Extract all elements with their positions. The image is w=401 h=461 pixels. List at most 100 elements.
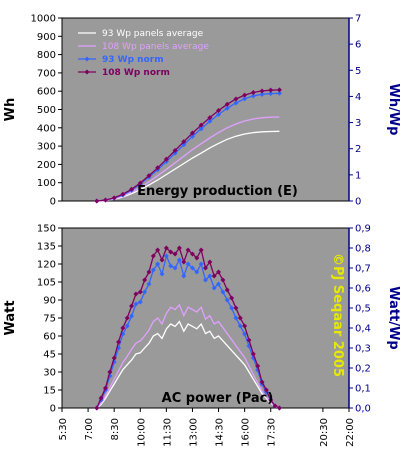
chart-2-series-3-point xyxy=(146,281,152,287)
chart-2-series-3-point xyxy=(124,323,130,329)
chart-2-series-4-point xyxy=(216,269,222,275)
chart-2-series-4-point xyxy=(233,305,239,311)
chart-1-series-4-point xyxy=(137,180,143,186)
chart-1-series-line-1 xyxy=(96,130,280,202)
chart-1-title: Energy production (E) xyxy=(137,184,298,199)
chart-2-ytick-label: 15 xyxy=(43,386,56,397)
chart-2-series-3-point xyxy=(198,261,204,267)
x-tick-label: 10:00 xyxy=(136,418,147,447)
chart-1-series-4-point xyxy=(111,195,117,201)
chart-1-series-3-point xyxy=(259,91,265,97)
chart-2-series-3-point xyxy=(155,261,161,267)
x-tick-label: 17:30 xyxy=(267,418,278,447)
credit-annotation: ©PJ Seqaar 2005 xyxy=(330,253,345,377)
chart-2-series-4-point xyxy=(120,325,126,331)
chart-2-series-4-point xyxy=(176,245,182,251)
chart-2-series-4-point xyxy=(155,247,161,253)
chart-2-series-4-point xyxy=(159,257,165,263)
chart-2-series-4-point xyxy=(268,397,274,403)
chart-1-series-4-point xyxy=(146,173,152,179)
legend-label-2: 108 Wp panels average xyxy=(102,42,209,52)
chart-2-series-3-point xyxy=(176,257,182,263)
chart-2-series-3-point xyxy=(189,265,195,271)
chart-1-series-line-2 xyxy=(96,116,280,202)
chart-2-series-4-point xyxy=(250,351,256,357)
x-tick-label: 5:30 xyxy=(58,418,69,440)
chart-2-series-4-point xyxy=(172,251,178,257)
chart-2-series-4-point xyxy=(194,255,200,261)
chart-2-series-3-point xyxy=(168,263,174,269)
chart-1-series-4-point xyxy=(163,156,169,162)
chart-2-series-4-point xyxy=(203,265,208,271)
chart-2-ytick-label: 0 xyxy=(50,404,56,415)
legend-marker-4 xyxy=(84,69,90,75)
chart-1-y2tick-label: 5 xyxy=(355,66,361,77)
chart-2-series-4-point xyxy=(133,291,139,297)
chart-2-series-4-point xyxy=(94,405,100,411)
chart-1-ytick-label: 900 xyxy=(37,32,56,43)
chart-2-series-3-point xyxy=(211,285,217,291)
x-tick-label: 8:30 xyxy=(110,418,121,440)
chart-2-series-4-point xyxy=(168,249,174,255)
chart-1-series-3-point xyxy=(276,90,282,96)
chart-2-series-4-point xyxy=(146,269,152,275)
chart-2-series-3-point xyxy=(237,323,243,329)
chart-2-y2tick-label: 0,3 xyxy=(355,344,371,355)
chart-2-series-4-point xyxy=(163,245,169,251)
chart-1-series-4-point xyxy=(207,115,213,121)
chart-2-series-line-1 xyxy=(96,320,280,409)
chart-2-series-4-point xyxy=(220,277,226,283)
chart-1-series-4-point xyxy=(242,92,248,98)
x-tick-label: 16:00 xyxy=(241,418,252,447)
chart-2-series-3-point xyxy=(129,313,135,319)
chart-2-series-4-point xyxy=(98,395,104,401)
chart-2-series-4-point xyxy=(124,315,130,321)
legend-label-3: 93 Wp norm xyxy=(102,55,164,65)
x-tick-label: 7:00 xyxy=(84,418,95,440)
chart-2-ytick-label: 135 xyxy=(37,242,56,253)
legend-label-1: 93 Wp panels average xyxy=(102,29,204,39)
chart-1-series-3-point xyxy=(224,105,230,111)
chart-1-series-4-point xyxy=(250,90,256,96)
x-tick-label: 22:00 xyxy=(345,418,356,447)
chart-2-series-3-point xyxy=(224,297,230,303)
x-tick-label: 13:00 xyxy=(188,418,199,447)
chart-2-series-4-point xyxy=(181,259,187,265)
chart-2-series-3-point xyxy=(242,331,248,337)
chart-1-series-3-point xyxy=(242,96,248,102)
chart-2-series-3-point xyxy=(185,261,191,267)
chart-2-series-line-2 xyxy=(96,303,280,409)
chart-2-series-4-point xyxy=(102,385,108,391)
chart-2-series-3-point xyxy=(229,305,235,311)
chart-2-series-3-point xyxy=(220,289,226,295)
chart-1-series-4-point xyxy=(94,198,100,204)
chart-2-y2tick-label: 0,0 xyxy=(355,404,371,415)
chart-1-series-4-point xyxy=(120,191,126,197)
chart-1-series-4-point xyxy=(233,96,239,102)
chart-1-ytick-label: 300 xyxy=(37,142,56,153)
chart-2-ytick-label: 105 xyxy=(37,278,56,289)
chart-2-series-4-point xyxy=(129,303,135,309)
chart-2-ytick-label: 75 xyxy=(43,314,56,325)
chart-1-series-3-point xyxy=(268,91,274,97)
chart-2-series-3-point xyxy=(159,271,165,277)
chart-2-series-3-point xyxy=(233,315,239,321)
chart-2-ytick-label: 45 xyxy=(43,350,56,361)
chart-2-series-3-point xyxy=(181,273,187,279)
chart-2-series-4-point xyxy=(229,295,235,301)
chart-2-y2tick-label: 0,7 xyxy=(355,264,371,275)
chart-1-ytick-label: 700 xyxy=(37,68,56,79)
chart-2-series-4-point xyxy=(116,339,122,345)
x-tick-label: 11:30 xyxy=(162,418,173,447)
chart-1-y2tick-label: 2 xyxy=(355,144,361,155)
chart-2-series-3-point xyxy=(163,253,169,259)
chart-2-y2tick-label: 0,6 xyxy=(355,284,371,295)
chart-2-ytick-label: 150 xyxy=(37,224,56,235)
chart-2-series-4-point xyxy=(237,315,243,321)
chart-2-series-4-point xyxy=(207,259,213,265)
chart-2-series-3-point xyxy=(150,267,156,273)
chart-1-series-3-point xyxy=(198,126,204,132)
chart-2-title: AC power (Pac) xyxy=(162,391,274,406)
chart-1-y2label: Wh/Wp xyxy=(386,84,401,136)
